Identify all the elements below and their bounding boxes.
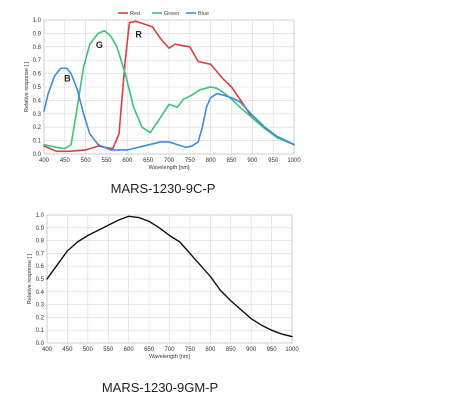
series-line-red [43, 20, 295, 153]
x-tick-label: 450 [62, 347, 73, 353]
y-tick-label: 0.1 [33, 139, 42, 145]
x-tick-label: 650 [143, 158, 154, 164]
x-tick-label: 800 [205, 347, 216, 353]
series-line-green [43, 29, 295, 150]
y-tick-label: 0.3 [36, 303, 45, 309]
x-tick-label: 550 [103, 347, 114, 353]
caption-color-model: MARS-1230-9C-P [111, 181, 216, 196]
x-tick-label: 700 [164, 347, 175, 353]
y-tick-label: 0.6 [36, 264, 45, 270]
series-line-blue [43, 67, 295, 151]
x-tick-label: 1000 [287, 158, 301, 164]
y-tick-label: 0.5 [33, 85, 42, 91]
x-tick-label: 600 [122, 158, 133, 164]
x-tick-label: 700 [164, 158, 175, 164]
y-tick-label: 0.9 [33, 31, 42, 37]
y-tick-label: 0.6 [33, 72, 42, 78]
y-tick-label: 0.7 [36, 251, 45, 257]
annotation-b: B [64, 74, 71, 84]
x-tick-label: 750 [185, 347, 196, 353]
x-tick-label: 800 [206, 158, 217, 164]
x-tick-label: 950 [267, 347, 278, 353]
chart-color-response: 400 450 500 550 600 650 700 750 800 850 900 950 1000… [24, 11, 301, 171]
legend-label-blue: Blue [198, 11, 209, 17]
x-tick-label: 550 [101, 158, 112, 164]
x-tick-label: 400 [42, 347, 53, 353]
y-tick-label: 0.0 [36, 341, 45, 347]
chart-mono-response: 400 450 500 550 600 650 700 750 800 850 900 950 1000… [27, 213, 299, 360]
y-tick-label: 0.8 [36, 239, 45, 245]
x-axis-title: Wavelength [nm] [148, 165, 190, 171]
y-axis-title: Relative response [ ] [27, 253, 33, 304]
y-tick-label: 0.1 [36, 328, 45, 334]
x-tick-label: 900 [246, 347, 257, 353]
y-tick-label: 0.2 [36, 315, 45, 321]
legend-label-green: Green [164, 11, 179, 17]
y-axis-title: Relative response [ ] [24, 61, 30, 112]
x-tick-label: 600 [124, 347, 135, 353]
x-tick-label: 900 [247, 158, 258, 164]
plot-frame [43, 19, 295, 155]
y-tick-label: 0.7 [33, 58, 42, 64]
x-tick-label: 500 [83, 347, 94, 353]
y-tick-label: 0.4 [36, 290, 45, 296]
y-tick-label: 0.2 [33, 125, 42, 131]
x-tick-label: 400 [39, 158, 50, 164]
caption-mono-model: MARS-1230-9GM-P [102, 380, 218, 395]
legend-label-red: Red [130, 11, 140, 17]
y-tick-label: 0.3 [33, 112, 42, 118]
y-tick-label: 0.8 [33, 45, 42, 51]
x-tick-label: 650 [144, 347, 155, 353]
y-tick-label: 1.0 [36, 213, 45, 219]
annotation-r: R [135, 29, 142, 39]
y-tick-label: 0.0 [33, 152, 42, 158]
annotation-g: G [96, 40, 103, 50]
x-tick-label: 500 [81, 158, 92, 164]
y-tick-label: 1.0 [33, 18, 42, 24]
x-tick-label: 1000 [285, 347, 299, 353]
series-line-response [46, 215, 293, 338]
x-tick-label: 850 [226, 158, 237, 164]
x-tick-label: 450 [60, 158, 71, 164]
y-tick-label: 0.9 [36, 226, 45, 232]
x-tick-label: 850 [226, 347, 237, 353]
y-tick-label: 0.5 [36, 277, 45, 283]
y-tick-label: 0.4 [33, 98, 42, 104]
x-tick-label: 950 [268, 158, 279, 164]
x-tick-label: 750 [185, 158, 196, 164]
x-axis-title: Wavelength [nm] [149, 354, 191, 360]
